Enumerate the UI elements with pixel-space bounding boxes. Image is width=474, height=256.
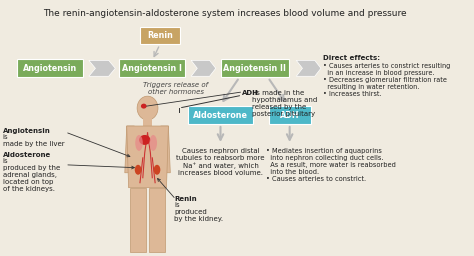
Text: is
produced by the
adrenal glands,
located on top
of the kidneys.: is produced by the adrenal glands, locat…: [2, 158, 60, 192]
Ellipse shape: [149, 135, 157, 151]
Ellipse shape: [154, 165, 160, 175]
Text: Angiotensin: Angiotensin: [23, 64, 77, 73]
Ellipse shape: [135, 135, 143, 151]
Bar: [140, 27, 180, 45]
Ellipse shape: [137, 96, 158, 120]
Bar: [119, 59, 185, 77]
Polygon shape: [191, 60, 216, 76]
Text: Renin: Renin: [174, 196, 197, 202]
Polygon shape: [125, 126, 134, 173]
Polygon shape: [161, 126, 170, 173]
Bar: [188, 106, 253, 124]
Bar: [220, 59, 289, 77]
Polygon shape: [89, 60, 115, 76]
Bar: [17, 59, 83, 77]
Text: Aldosterone: Aldosterone: [2, 152, 51, 158]
Text: is made in the
hypothalamus and
released by the
posterior pituitary: is made in the hypothalamus and released…: [252, 90, 317, 117]
Text: Renin: Renin: [147, 31, 173, 40]
Text: The renin-angiotensin-aldosterone system increases blood volume and pressure: The renin-angiotensin-aldosterone system…: [44, 9, 407, 18]
Text: Angiotensin: Angiotensin: [2, 128, 50, 134]
Ellipse shape: [141, 104, 146, 109]
Text: • Causes arteries to constrict resulting
  in an increase in blood pressure.
• D: • Causes arteries to constrict resulting…: [323, 63, 450, 97]
Text: Aldosterone: Aldosterone: [193, 111, 248, 120]
Polygon shape: [130, 188, 146, 252]
Text: Triggers release of
other hormones: Triggers release of other hormones: [144, 82, 209, 95]
Text: Angiotensin I: Angiotensin I: [122, 64, 182, 73]
Text: ADH: ADH: [242, 90, 259, 96]
Bar: [143, 118, 152, 126]
Ellipse shape: [135, 165, 141, 175]
Text: Angiotensin II: Angiotensin II: [223, 64, 286, 73]
Bar: [269, 106, 310, 124]
Text: is
produced
by the kidney.: is produced by the kidney.: [174, 201, 223, 222]
Ellipse shape: [139, 135, 150, 145]
Polygon shape: [149, 188, 164, 252]
Text: ADH: ADH: [280, 111, 300, 120]
Text: Causes nephron distal
tubules to reabsorb more
Na⁺ and water, which
increases bl: Causes nephron distal tubules to reabsor…: [176, 148, 265, 176]
Polygon shape: [127, 126, 168, 188]
Text: is
made by the liver: is made by the liver: [2, 134, 64, 147]
Polygon shape: [296, 60, 321, 76]
Text: • Mediates insertion of aquaporins
  into nephron collecting duct cells.
  As a : • Mediates insertion of aquaporins into …: [266, 148, 396, 182]
Text: Direct effects:: Direct effects:: [323, 55, 380, 61]
